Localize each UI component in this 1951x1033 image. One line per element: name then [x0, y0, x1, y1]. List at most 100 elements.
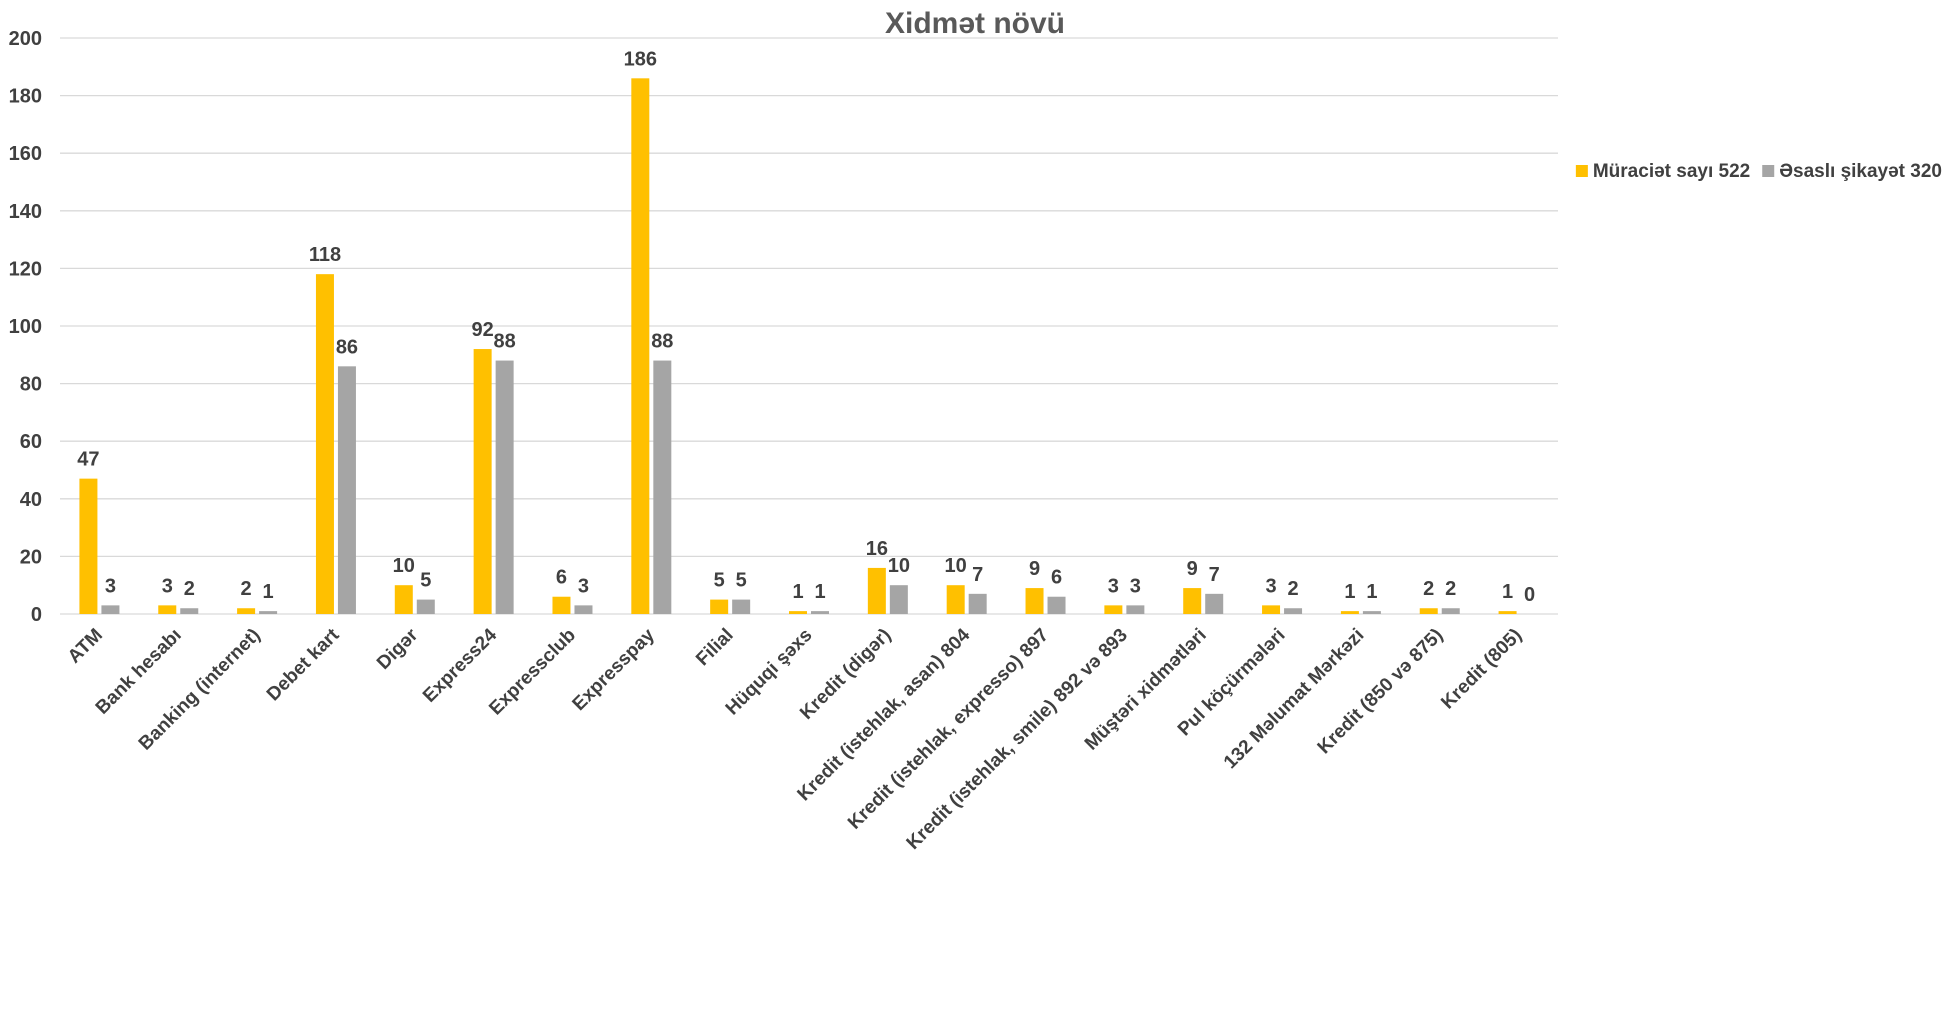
legend: Müraciət sayı 522 Əsaslı şikayət 320: [1575, 161, 1942, 182]
x-tick-label: ATM: [64, 625, 107, 668]
data-label: 3: [162, 575, 173, 597]
chart-title: Xidmət növü: [885, 7, 1065, 40]
legend-swatch: [1762, 165, 1775, 177]
y-tick-label: 140: [9, 201, 42, 223]
data-label: 2: [1423, 578, 1434, 600]
data-label: 7: [972, 564, 983, 586]
y-tick-label: 0: [31, 604, 42, 626]
data-label: 92: [472, 319, 494, 341]
x-tick-label: Kredit (805): [1437, 625, 1526, 714]
bar: [1498, 611, 1517, 614]
bar: [968, 593, 987, 614]
data-label: 88: [494, 331, 516, 353]
data-label: 47: [77, 449, 99, 471]
y-tick-label: 160: [9, 143, 42, 165]
data-label: 16: [866, 538, 888, 560]
data-label: 186: [624, 48, 657, 70]
data-label: 5: [714, 570, 725, 592]
data-label: 10: [945, 555, 967, 577]
bar: [180, 608, 199, 614]
bars: [79, 78, 1517, 614]
bar: [552, 596, 571, 614]
data-label: 2: [184, 578, 195, 600]
data-label: 3: [1130, 575, 1141, 597]
bar: [495, 360, 514, 614]
bar: [1419, 608, 1438, 614]
gridlines: [60, 37, 1558, 615]
bar: [1047, 596, 1066, 614]
y-tick-label: 40: [20, 489, 42, 511]
bar: [416, 599, 435, 614]
y-axis-ticks: 0 20 40 60 80 100 120 140 160 180 200: [9, 28, 42, 626]
data-label: 0: [1524, 584, 1535, 606]
bar: [946, 585, 965, 614]
bar: [237, 608, 256, 614]
bar: [259, 611, 278, 614]
bar: [337, 366, 356, 614]
bar: [315, 274, 334, 614]
data-label: 6: [556, 567, 567, 589]
data-label: 1: [1502, 581, 1513, 603]
bar: [158, 605, 177, 614]
bar: [867, 567, 886, 614]
data-label: 3: [105, 575, 116, 597]
y-tick-label: 60: [20, 431, 42, 453]
bar: [1362, 611, 1381, 614]
data-label: 2: [1445, 578, 1456, 600]
bar: [1126, 605, 1145, 614]
data-label: 9: [1029, 558, 1040, 580]
bar: [631, 78, 650, 614]
data-label: 6: [1051, 567, 1062, 589]
bar: [1262, 605, 1281, 614]
bar: [1025, 588, 1044, 614]
data-label: 118: [309, 244, 341, 266]
data-label: 5: [736, 570, 747, 592]
bar: [653, 360, 672, 614]
x-tick-label: 132 Məlumat Mərkəzi: [1220, 625, 1369, 774]
legend-swatch: [1575, 165, 1588, 177]
bar: [1340, 611, 1359, 614]
bar: [1205, 593, 1224, 614]
bar: [101, 605, 120, 614]
y-tick-label: 80: [20, 374, 42, 396]
data-label: 10: [888, 555, 910, 577]
bar: [732, 599, 751, 614]
data-label: 1: [1366, 581, 1377, 603]
bar: [79, 478, 98, 614]
x-tick-label: Express24: [419, 624, 501, 706]
data-label: 1: [263, 581, 274, 603]
y-tick-label: 200: [9, 28, 42, 50]
bar: [1104, 605, 1123, 614]
data-label: 1: [814, 581, 825, 603]
bar: [811, 611, 829, 614]
y-tick-label: 120: [9, 258, 42, 280]
data-label: 1: [1344, 581, 1355, 603]
y-tick-label: 180: [9, 86, 42, 108]
data-label: 1: [792, 581, 803, 603]
y-tick-label: 20: [20, 546, 42, 568]
bar: [1441, 608, 1460, 614]
data-label: 5: [420, 570, 431, 592]
bar: [710, 599, 729, 614]
y-tick-label: 100: [9, 316, 42, 338]
bar: [889, 585, 908, 614]
data-label: 2: [241, 578, 252, 600]
bar: [1183, 588, 1202, 614]
data-label: 88: [651, 331, 673, 353]
x-tick-label: Filial: [692, 625, 737, 670]
x-tick-label: Digər: [373, 624, 423, 674]
bar: [574, 605, 593, 614]
data-label: 2: [1287, 578, 1298, 600]
bar: [394, 585, 413, 614]
data-label: 7: [1209, 564, 1220, 586]
x-tick-label: Debet kart: [263, 624, 344, 705]
data-label: 9: [1187, 558, 1198, 580]
bar: [789, 611, 807, 614]
legend-label: Müraciət sayı 522: [1593, 161, 1750, 182]
data-label: 86: [336, 336, 358, 358]
legend-label: Əsaslı şikayət 320: [1779, 161, 1942, 182]
